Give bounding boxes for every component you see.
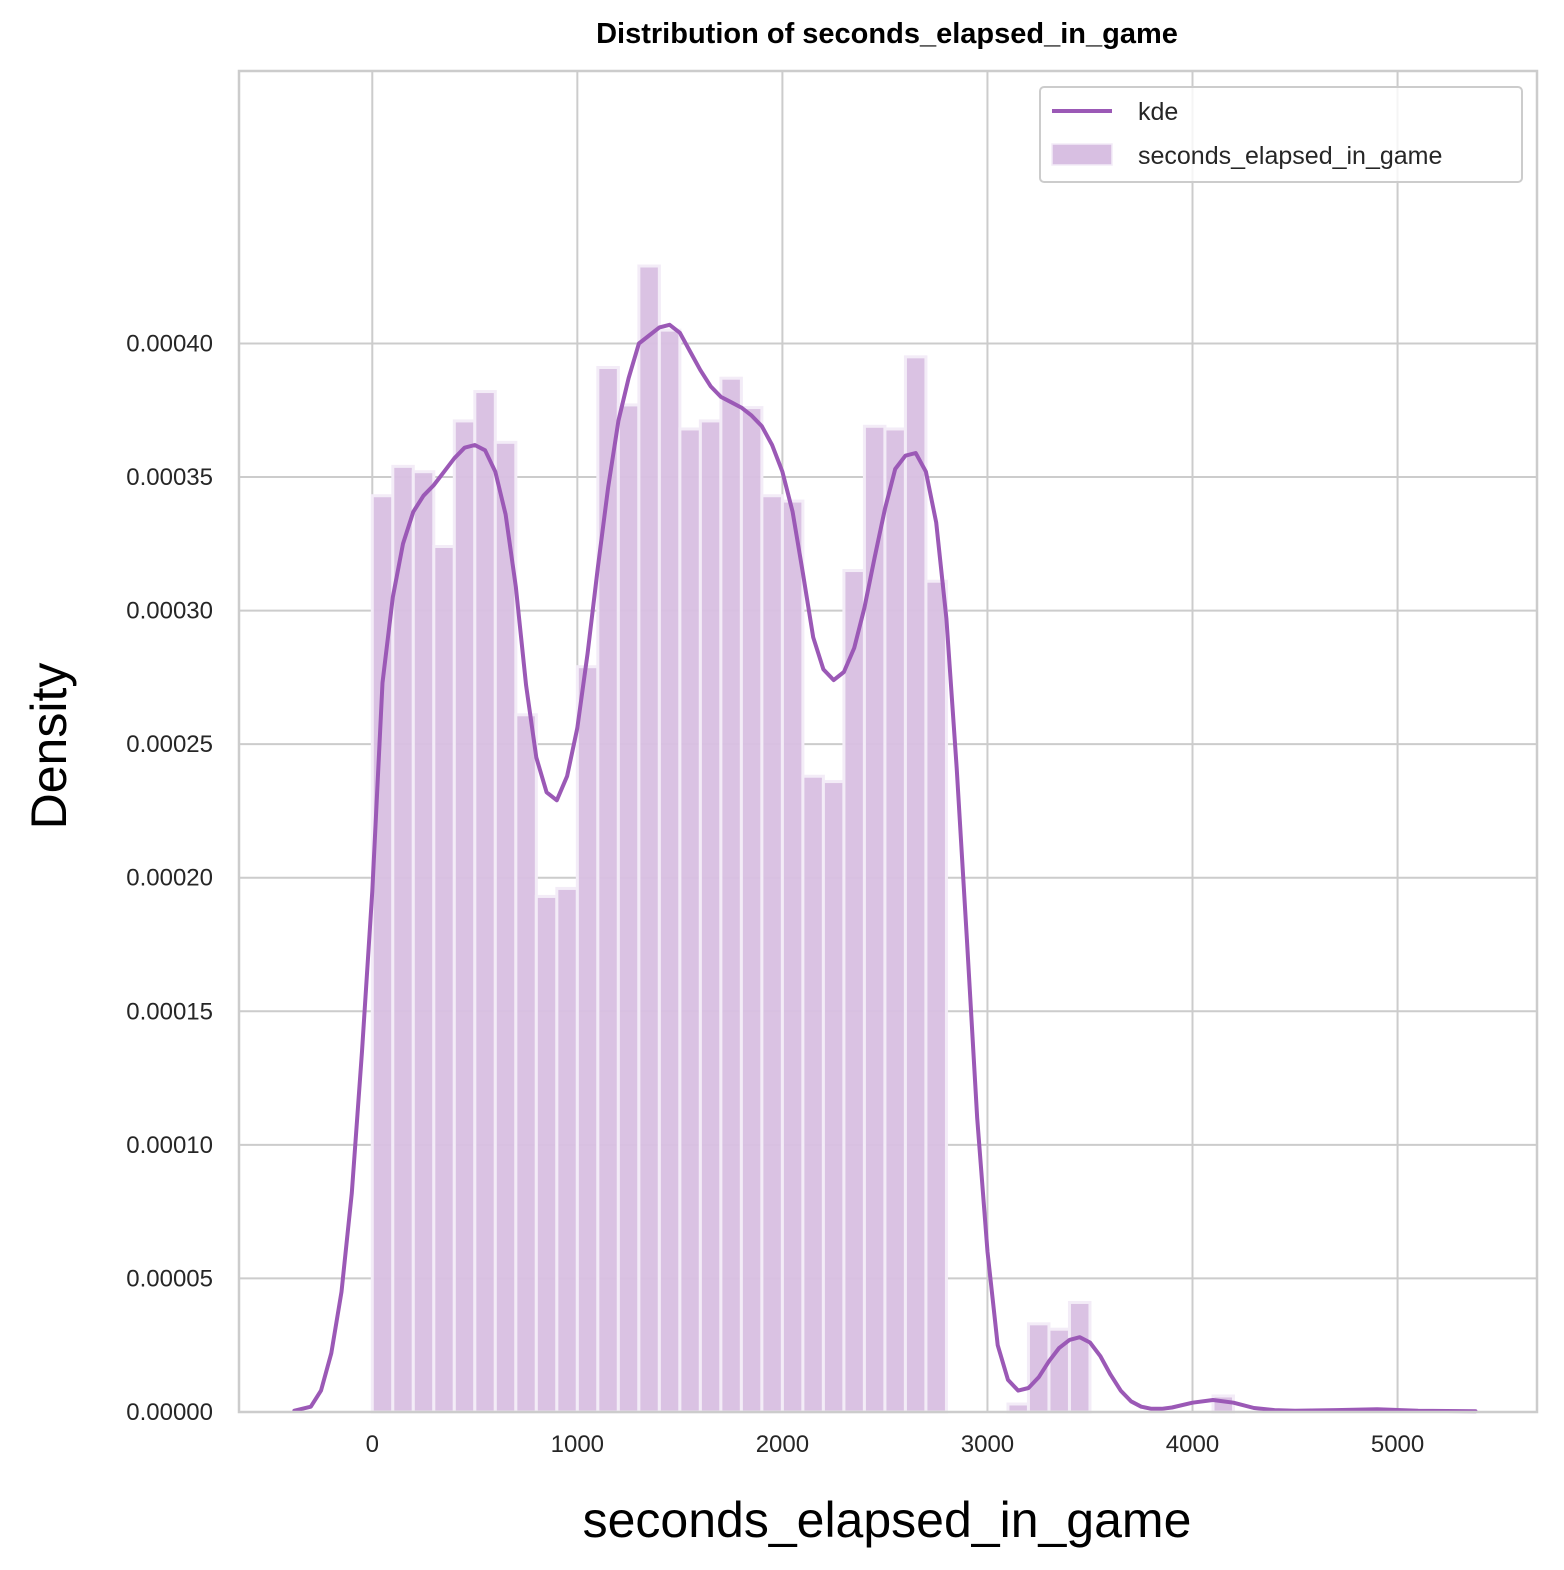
kde-line	[292, 322, 1478, 1414]
x-tick-label: 3000	[961, 1431, 1014, 1458]
x-tick-label: 0	[366, 1431, 379, 1458]
y-tick-label: 0.00040	[126, 330, 213, 357]
histogram-bar	[862, 424, 887, 1414]
kde-layer	[292, 322, 1478, 1414]
chart-title: Distribution of seconds_elapsed_in_game	[596, 18, 1178, 50]
histogram-bar	[473, 390, 497, 1414]
histogram-bar	[432, 544, 456, 1414]
histogram-bar	[719, 376, 743, 1414]
histogram-bar	[616, 403, 641, 1414]
histogram-bar	[924, 579, 948, 1414]
histogram-bar	[575, 665, 600, 1414]
histogram-bar	[903, 355, 928, 1414]
histogram-bar	[760, 494, 784, 1414]
legend-kde-label: kde	[1138, 98, 1178, 126]
x-tick-label: 4000	[1166, 1431, 1219, 1458]
histogram-bar	[842, 569, 866, 1414]
y-tick-label: 0.00010	[126, 1132, 213, 1159]
histogram-bar	[411, 470, 436, 1414]
y-tick-label: 0.00000	[126, 1399, 213, 1426]
y-tick-label: 0.00005	[126, 1265, 213, 1292]
x-tick-label: 2000	[756, 1431, 809, 1458]
histogram-bar	[596, 366, 620, 1414]
legend-histogram-swatch	[1051, 143, 1113, 166]
y-tick-label: 0.00025	[126, 731, 213, 758]
histogram-bar	[637, 264, 661, 1414]
legend-histogram-label: seconds_elapsed_in_game	[1138, 142, 1442, 170]
histogram-bar	[698, 419, 723, 1414]
y-axis-ticks: 0.00000 0.00005 0.00010 0.00015 0.00020 0.000…	[126, 330, 213, 1426]
histogram-bar	[780, 499, 805, 1414]
histogram-bar	[657, 328, 682, 1414]
histogram-bar	[555, 886, 579, 1414]
y-tick-label: 0.00015	[126, 998, 213, 1025]
histogram-bar	[739, 406, 764, 1414]
y-tick-label: 0.00030	[126, 598, 213, 625]
histogram-bar	[678, 427, 702, 1414]
legend-frame	[1039, 86, 1523, 183]
histogram-bar	[391, 464, 415, 1414]
histogram-bar	[883, 427, 907, 1414]
x-axis-ticks: 0 1000 2000 3000 4000 5000	[366, 1431, 1425, 1458]
histogram-bar	[821, 780, 846, 1414]
plot-frame	[237, 69, 1539, 1414]
legend: kde seconds_elapsed_in_game	[1039, 86, 1523, 183]
histogram-bar	[534, 894, 559, 1414]
x-axis-label: seconds_elapsed_in_game	[583, 1492, 1192, 1548]
histogram-bar	[452, 419, 477, 1414]
histogram-bar	[514, 713, 538, 1414]
histogram-bar	[493, 440, 518, 1414]
histogram-bar	[801, 774, 825, 1414]
y-tick-label: 0.00020	[126, 865, 213, 892]
y-tick-label: 0.00035	[126, 464, 213, 491]
histogram-bar	[1067, 1300, 1092, 1414]
x-tick-label: 5000	[1371, 1431, 1424, 1458]
y-axis-label: Density	[21, 663, 77, 830]
x-tick-label: 1000	[551, 1431, 604, 1458]
